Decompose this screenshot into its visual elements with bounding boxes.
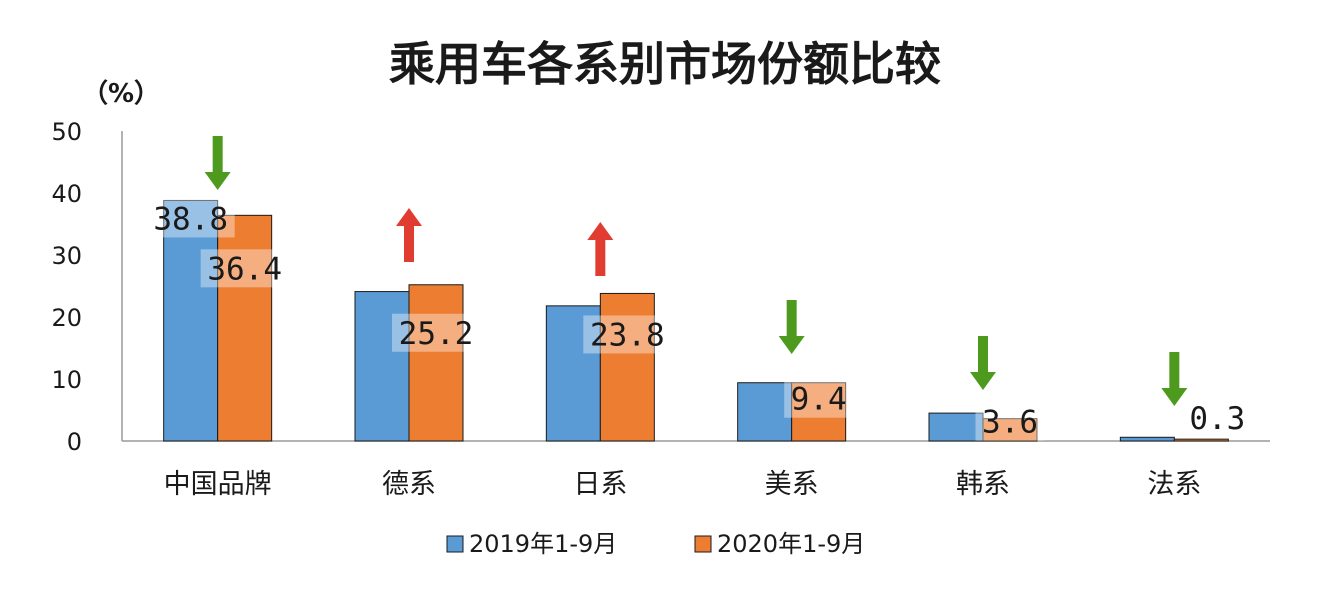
- data-label: 9.4: [791, 382, 847, 418]
- bars: [163, 199, 1229, 442]
- y-tick-label: 10: [51, 366, 82, 394]
- y-axis-unit-label: （%）: [82, 79, 160, 109]
- y-tick-label: 0: [67, 428, 82, 456]
- y-tick-label: 50: [51, 118, 82, 146]
- x-tick-label: 日系: [573, 469, 627, 500]
- chart-title: 乘用车各系别市场份额比较: [389, 37, 941, 91]
- bar-2019: [163, 199, 219, 442]
- bar-2019: [354, 291, 410, 442]
- x-tick-label: 美系: [765, 469, 819, 500]
- bar-2020: [982, 418, 1038, 442]
- bar-2019: [1119, 436, 1175, 442]
- y-tick-label: 30: [51, 242, 82, 270]
- x-tick-label: 法系: [1147, 469, 1201, 500]
- bar-2020: [408, 284, 464, 442]
- up-arrow-icon: [396, 208, 422, 262]
- axes: 0 10 20 30 40 50 中国品牌 德系 日系 美系 韩系 法系: [51, 118, 1270, 500]
- data-label: 25.2: [399, 316, 474, 352]
- legend: 2019年1-9月 2020年1-9月: [446, 530, 865, 558]
- data-label: 36.4: [207, 251, 282, 287]
- x-tick-label: 德系: [382, 469, 436, 500]
- data-label-highlight: [975, 402, 1045, 441]
- bar-2020: [599, 292, 655, 442]
- data-label-highlight: [583, 315, 672, 354]
- data-label-highlight: [784, 379, 854, 418]
- data-label: 23.8: [590, 317, 665, 353]
- data-label: 38.8: [153, 201, 228, 237]
- down-arrow-icon: [204, 136, 231, 190]
- bar-2019: [737, 382, 793, 442]
- data-label-highlight: [392, 313, 480, 352]
- data-label: 0.3: [1189, 401, 1245, 437]
- y-tick-label: 40: [51, 180, 82, 208]
- data-label: 3.6: [982, 405, 1038, 441]
- down-arrow-icon: [778, 300, 805, 354]
- data-label-highlight: [146, 199, 235, 238]
- bar-2019: [928, 412, 984, 442]
- down-arrow-icon: [1161, 352, 1188, 406]
- data-labels: 38.8 36.4 25.2 23.8 9.4 3.6 0.3: [146, 199, 1245, 441]
- x-tick-label: 韩系: [956, 469, 1010, 500]
- up-arrow-icon: [587, 222, 614, 276]
- trend-arrows: [204, 136, 1188, 406]
- legend-label-2019: 2019年1-9月: [469, 530, 617, 558]
- x-tick-label: 中国品牌: [164, 469, 272, 500]
- down-arrow-icon: [970, 336, 996, 390]
- data-label-highlight: [200, 249, 289, 288]
- y-tick-label: 20: [51, 304, 82, 332]
- bar-2019: [545, 305, 601, 442]
- legend-label-2020: 2020年1-9月: [717, 530, 865, 558]
- legend-swatch-2020: [694, 535, 712, 553]
- legend-swatch-2019: [446, 535, 464, 553]
- bar-2020: [1173, 438, 1229, 442]
- bar-2020: [791, 382, 847, 442]
- bar-2020: [217, 214, 273, 442]
